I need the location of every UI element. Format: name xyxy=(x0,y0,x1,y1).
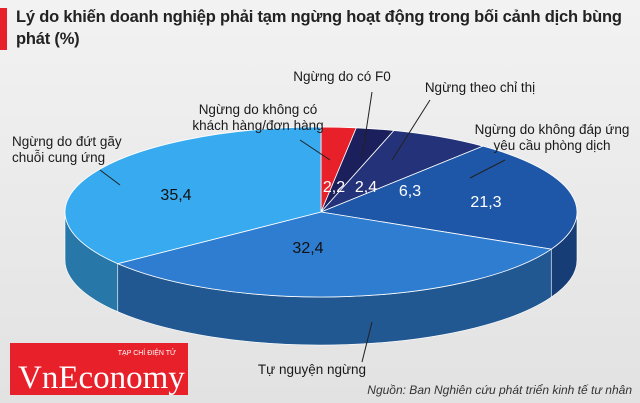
leader-line xyxy=(99,169,121,186)
category-label: Tự nguyện ngừng xyxy=(258,362,366,377)
value-label: 2,2 xyxy=(323,179,345,196)
source: Nguồn: Ban Nghiên cứu phát triển kinh tế… xyxy=(367,383,632,397)
leader-line xyxy=(361,91,373,159)
pie: 2,2 Ngừng do không có khách hàng/đơn hàng 2… xyxy=(12,69,629,377)
category-label: Ngừng do đứt gãy chuỗi cung ứng xyxy=(12,134,122,165)
logo-tagline: TẠP CHÍ ĐIỆN TỬ xyxy=(118,348,176,357)
category-label: Ngừng do không có khách hàng/đơn hàng xyxy=(192,102,323,133)
leader-line xyxy=(469,159,506,179)
category-label: Ngừng theo chỉ thị xyxy=(425,80,535,95)
logo: VnEconomy xyxy=(18,360,185,396)
slice xyxy=(319,145,578,250)
slice xyxy=(64,126,322,265)
chart-title: Lý do khiến doanh nghiệp phải tạm ngừng … xyxy=(16,8,622,48)
leader-line xyxy=(391,99,431,161)
value-label: 6,3 xyxy=(399,183,421,200)
category-label: Ngừng do có F0 xyxy=(293,69,391,84)
leader-line xyxy=(299,139,331,161)
logo-box xyxy=(10,343,188,395)
value-label: 35,4 xyxy=(160,187,191,204)
value-label: 32,4 xyxy=(292,240,323,257)
title-accent xyxy=(0,8,7,50)
category-label: Ngừng do không đáp ứng yêu cầu phòng dịch xyxy=(475,122,630,153)
slice xyxy=(116,211,553,298)
value-label: 21,3 xyxy=(470,194,501,211)
value-label: 2,4 xyxy=(355,179,377,196)
leader-line xyxy=(361,321,373,363)
